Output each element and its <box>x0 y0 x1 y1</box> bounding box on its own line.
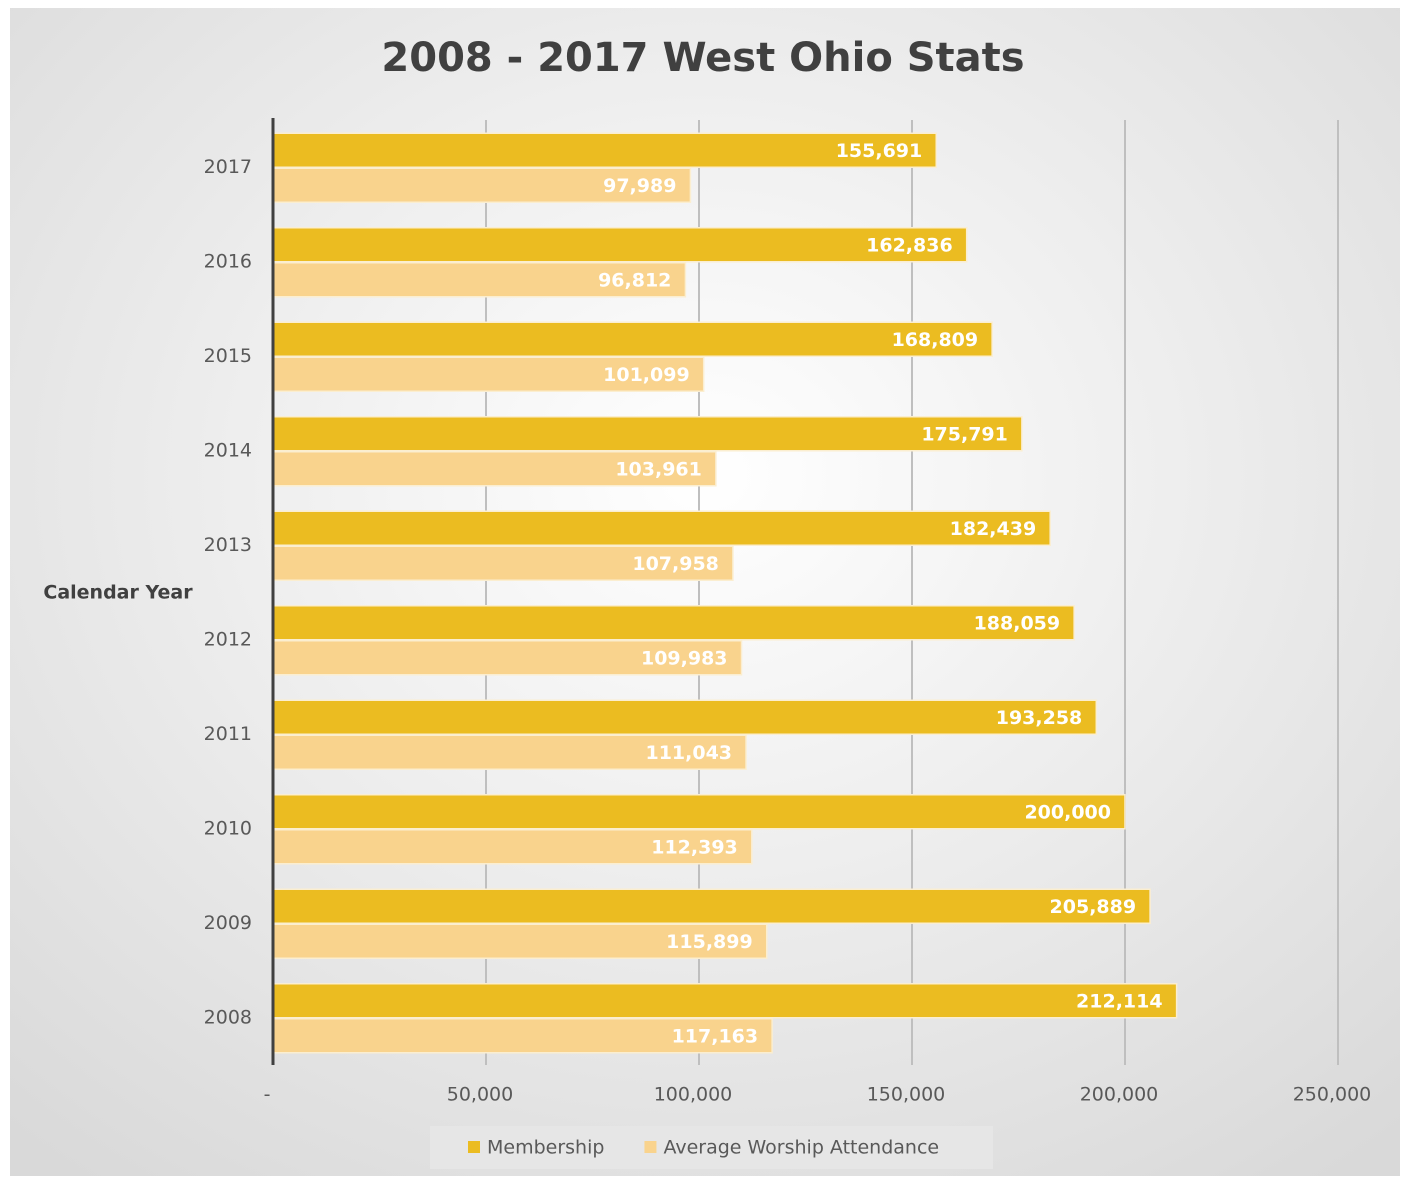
x-tick-label: 50,000 <box>447 1084 513 1106</box>
data-label: 205,889 <box>1050 896 1137 918</box>
chart-background <box>10 8 1400 1176</box>
legend-label: Membership <box>487 1137 604 1159</box>
legend-swatch <box>468 1141 480 1153</box>
chart-title: 2008 - 2017 West Ohio Stats <box>381 35 1024 81</box>
bar <box>272 227 968 263</box>
y-tick-label: 2017 <box>204 156 252 178</box>
bar <box>272 451 717 487</box>
y-axis-title: Calendar Year <box>43 582 193 604</box>
bar <box>272 321 993 357</box>
bar <box>272 699 1098 735</box>
data-label: 117,163 <box>672 1025 759 1047</box>
y-tick-label: 2008 <box>204 1006 252 1028</box>
bar <box>272 510 1051 546</box>
bar <box>272 167 692 203</box>
data-label: 96,812 <box>598 269 671 291</box>
x-tick-label: 100,000 <box>654 1084 733 1106</box>
data-label: 193,258 <box>996 707 1083 729</box>
data-label: 109,983 <box>641 647 728 669</box>
bar <box>272 829 753 865</box>
y-tick-label: 2010 <box>204 817 252 839</box>
data-label: 103,961 <box>615 458 702 480</box>
data-label: 115,899 <box>666 931 753 953</box>
y-tick-label: 2011 <box>204 723 252 745</box>
bar <box>272 545 734 581</box>
bar <box>272 356 705 392</box>
bar <box>272 923 768 959</box>
bar <box>272 794 1126 830</box>
data-label: 162,836 <box>866 234 953 256</box>
bar <box>272 132 937 168</box>
data-label: 111,043 <box>645 742 732 764</box>
data-label: 168,809 <box>892 329 979 351</box>
data-label: 182,439 <box>950 518 1037 540</box>
y-tick-label: 2013 <box>204 534 252 556</box>
data-label: 188,059 <box>974 612 1061 634</box>
x-tick-label: 150,000 <box>867 1084 946 1106</box>
bar <box>272 605 1075 641</box>
legend <box>430 1126 993 1169</box>
x-tick-label: 250,000 <box>1293 1084 1372 1106</box>
legend-swatch <box>644 1141 657 1153</box>
data-label: 200,000 <box>1024 801 1111 823</box>
y-tick-label: 2009 <box>204 912 252 934</box>
data-label: 112,393 <box>651 836 738 858</box>
bar <box>272 416 1023 452</box>
y-tick-label: 2015 <box>204 345 252 367</box>
data-label: 101,099 <box>603 364 690 386</box>
y-tick-label: 2012 <box>204 628 252 650</box>
data-label: 97,989 <box>603 175 676 197</box>
legend-label: Average Worship Attendance <box>663 1137 939 1159</box>
x-tick-label: 200,000 <box>1080 1084 1159 1106</box>
data-label: 107,958 <box>632 553 719 575</box>
bar <box>272 983 1178 1019</box>
data-label: 212,114 <box>1076 990 1163 1012</box>
bar <box>272 640 743 676</box>
x-tick-label: - <box>264 1084 271 1106</box>
y-tick-label: 2014 <box>204 439 252 461</box>
bar <box>272 888 1151 924</box>
data-label: 175,791 <box>921 423 1008 445</box>
y-tick-label: 2016 <box>204 250 252 272</box>
data-label: 155,691 <box>836 140 923 162</box>
